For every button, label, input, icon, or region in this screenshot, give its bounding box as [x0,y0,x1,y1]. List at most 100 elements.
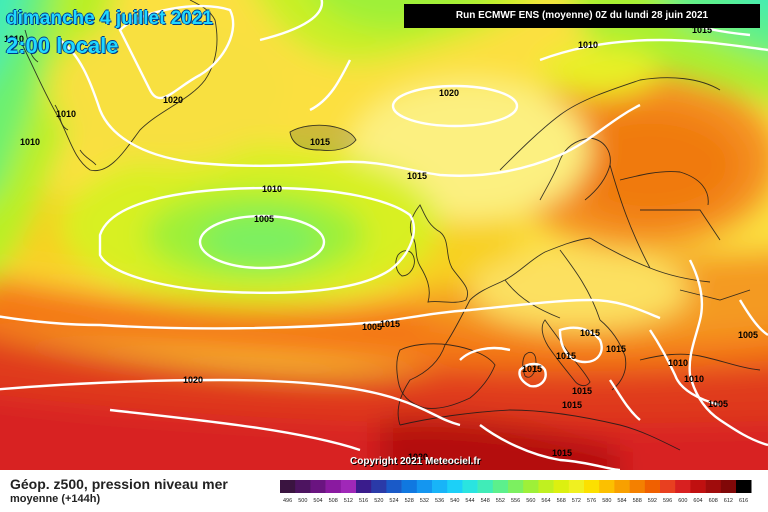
scale-label: 560 [526,498,535,504]
scale-label: 596 [663,498,672,504]
isobar-label: 1010 [668,358,688,368]
scale-swatch [675,480,691,493]
isobar-label: 1020 [439,88,459,98]
scale-label: 568 [557,498,566,504]
scale-label: 500 [298,498,307,504]
scale-swatch [660,480,676,493]
isobar-label: 1015 [692,25,712,35]
scale-label: 584 [617,498,626,504]
scale-swatch [523,480,539,493]
isobar-label: 1015 [380,319,400,329]
forecast-time: 2:00 locale [6,33,119,58]
scale-swatch [416,480,433,493]
scale-label: 616 [739,498,748,504]
geopotential-map: 1010 1005 1020 1010 1010 1015 1020 1015 … [0,0,768,470]
isobar-label: 1010 [262,184,282,194]
isobar-label: 1005 [362,322,382,332]
scale-label: 524 [389,498,398,504]
forecast-date: dimanche 4 juillet 2021 [6,8,213,29]
scale-swatch [629,480,646,493]
isobars [0,0,768,470]
isobar-label: 1010 [4,34,24,44]
scale-swatch [584,480,600,493]
scale-swatch [599,480,615,493]
scale-label: 580 [602,498,611,504]
scale-label: 504 [313,498,322,504]
scale-swatch [508,480,524,493]
scale-swatch [538,480,554,493]
scale-swatch [614,480,630,493]
isobar-label: 1015 [572,386,592,396]
scale-swatch [356,480,372,493]
isobar-label: 1005 [708,399,728,409]
color-scale-bar: 496 500 504 508 512 516 520 524 528 532 536 540 544 5… [280,480,752,504]
scale-swatch [720,480,737,493]
scale-swatch [553,480,570,493]
isobar-label: 1005 [738,330,758,340]
scale-swatch [705,480,722,493]
scale-swatch [432,480,448,493]
scale-label: 532 [420,498,429,504]
scale-swatch [644,480,661,493]
isobar-label: 1015 [562,400,582,410]
scale-label: 520 [374,498,383,504]
isobar-label: 1015 [310,137,330,147]
isobar-label: 1005 [254,214,274,224]
scale-swatch [447,480,463,493]
isobar-label: 1020 [408,452,428,462]
isobar-label: 1015 [407,171,427,181]
scale-label: 512 [344,498,353,504]
scale-label: 592 [648,498,657,504]
scale-swatch [371,480,387,493]
scale-swatch [310,480,326,493]
isobar-label: 1015 [556,351,576,361]
scale-label: 548 [481,498,490,504]
scale-swatch [280,480,296,493]
isobar-label: 1020 [183,375,203,385]
coastlines [19,0,761,451]
scale-label: 508 [329,498,338,504]
isobar-label: 1010 [578,40,598,50]
scale-swatch [401,480,418,493]
color-field [0,0,768,470]
scale-label: 572 [572,498,581,504]
isobar-label: 1015 [552,448,572,458]
copyright-text: Copyright 2021 Meteociel.fr [350,456,481,467]
scale-swatch [386,480,402,493]
scale-swatch [492,480,509,493]
scale-label: 516 [359,498,368,504]
scale-label: 604 [693,498,702,504]
scale-swatch [690,480,706,493]
scale-label: 544 [465,498,474,504]
isobar-label: 1015 [606,344,626,354]
legend-subtitle: moyenne (+144h) [10,493,101,505]
scale-swatch [477,480,494,493]
scale-swatch [325,480,342,493]
scale-label: 552 [496,498,505,504]
scale-label: 564 [541,498,550,504]
scale-label: 576 [587,498,596,504]
isobar-label: 1015 [580,328,600,338]
scale-label: 540 [450,498,459,504]
scale-swatch [462,480,478,493]
scale-swatch [568,480,585,493]
scale-label: 528 [405,498,414,504]
scale-swatch [295,480,311,493]
isobar-label: 1010 [684,374,704,384]
scale-label: 496 [283,498,292,504]
isobar-label: 1010 [56,109,76,119]
scale-swatch [736,480,752,493]
isobar-label: 1015 [522,364,542,374]
scale-label: 556 [511,498,520,504]
legend-title: Géop. z500, pression niveau mer [10,476,228,492]
scale-label: 608 [709,498,718,504]
model-run-banner: Run ECMWF ENS (moyenne) 0Z du lundi 28 j… [404,4,760,28]
scale-label: 612 [724,498,733,504]
scale-swatch [340,480,357,493]
scale-label: 536 [435,498,444,504]
isobar-labels: 1010 1005 1020 1010 1010 1015 1020 1015 … [4,25,758,462]
isobar-label: 1010 [20,137,40,147]
scale-label: 588 [633,498,642,504]
scale-label: 600 [678,498,687,504]
